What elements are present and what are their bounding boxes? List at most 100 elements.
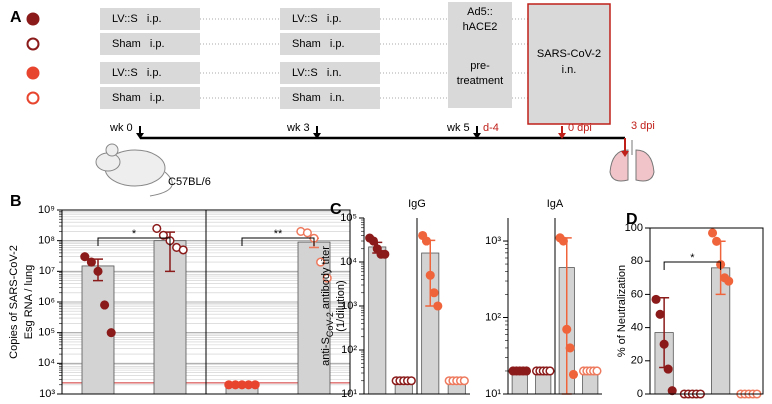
timeline-label: 0 dpi	[568, 122, 592, 134]
timeline-label: 3 dpi	[631, 120, 655, 132]
data-point	[406, 376, 416, 386]
data-point	[655, 309, 665, 319]
pretreatment-label: pre-	[470, 60, 490, 72]
data-point	[380, 249, 390, 259]
data-point	[433, 301, 443, 311]
y-axis-label: % of Neutralization	[616, 265, 628, 357]
strain-label: C57BL/6	[168, 176, 211, 188]
bar	[297, 241, 331, 395]
y-tick-label: 10³	[341, 300, 357, 312]
y-tick-label: 10⁵	[340, 212, 357, 224]
y-tick-label: 10⁹	[38, 204, 55, 216]
group-symbol	[26, 91, 40, 105]
prime-box	[100, 33, 200, 55]
data-point	[712, 236, 722, 246]
significance-bracket	[97, 237, 171, 246]
panel-letter: A	[10, 9, 22, 26]
bar	[153, 240, 187, 395]
significance-bracket	[241, 237, 315, 246]
prime-label: LV::S i.p.	[112, 13, 162, 25]
prime-box	[100, 62, 200, 84]
challenge-label: i.n.	[562, 64, 577, 76]
y-tick-label: 10⁵	[38, 327, 55, 339]
data-point	[659, 339, 669, 349]
data-point	[459, 376, 469, 386]
significance-label: **	[274, 228, 283, 240]
prime-box	[100, 8, 200, 30]
y-tick-label: 20	[631, 355, 643, 367]
y-axis-label-part: CoV-2	[325, 312, 335, 337]
prime-label: LV::S i.p.	[112, 67, 162, 79]
pretreatment-label: treatment	[457, 75, 503, 87]
bar	[368, 246, 387, 395]
challenge-label: SARS-CoV-2	[537, 48, 601, 60]
data-point	[322, 273, 332, 283]
pretreatment-box	[448, 2, 512, 108]
boost-label: LV::S i.p.	[292, 13, 342, 25]
panel-letter: B	[10, 193, 22, 210]
y-tick-label: 10⁸	[38, 235, 55, 247]
y-axis-label: anti-SCoV-2 antibody titer	[320, 246, 335, 366]
group-symbol	[26, 12, 40, 26]
data-point	[592, 366, 602, 376]
arrow-head	[136, 133, 144, 139]
significance-label: *	[690, 252, 695, 264]
data-point	[562, 324, 572, 334]
data-point	[302, 228, 312, 238]
y-tick-label: 80	[631, 255, 643, 267]
challenge-box	[527, 3, 611, 125]
panel-letter: D	[626, 211, 638, 228]
chart-title: IgA	[547, 198, 564, 210]
data-point	[429, 288, 439, 298]
boost-label: Sham i.n.	[292, 92, 345, 104]
y-tick-label: 10⁴	[340, 256, 357, 268]
boost-box	[280, 33, 380, 55]
y-tick-label: 10²	[485, 311, 501, 323]
y-tick-label: 10²	[341, 344, 357, 356]
prime-label: Sham i.p.	[112, 92, 165, 104]
y-axis-label: Esg RNA / lung	[23, 265, 35, 340]
frame	[61, 209, 351, 395]
prime-label: Sham i.p.	[112, 38, 165, 50]
data-point	[425, 270, 435, 280]
y-tick-label: 40	[631, 322, 643, 334]
timeline-label: d-4	[483, 122, 499, 134]
y-tick-label: 100	[625, 222, 643, 234]
data-point	[250, 380, 260, 390]
data-point	[100, 300, 110, 310]
boost-box	[280, 8, 380, 30]
data-point	[545, 366, 555, 376]
group-symbol	[26, 37, 40, 51]
boost-label: Sham i.p.	[292, 38, 345, 50]
data-point	[565, 343, 575, 353]
data-point	[80, 252, 90, 262]
arrow-head	[558, 133, 566, 139]
data-point	[724, 276, 734, 286]
timeline-label: wk 5	[446, 122, 470, 134]
y-tick-label: 10³	[39, 388, 55, 400]
y-axis-label: (1/dilution)	[335, 280, 347, 331]
pretreatment-label: hACE2	[463, 21, 498, 33]
data-point	[316, 257, 326, 267]
frame	[649, 227, 764, 395]
boost-box	[280, 87, 380, 109]
data-point	[568, 369, 579, 380]
y-axis-label-part: anti-S	[320, 337, 332, 366]
y-tick-label: 10⁷	[39, 265, 55, 277]
significance-bracket	[663, 261, 722, 270]
pretreatment-label: Ad5::	[467, 6, 493, 18]
data-point	[667, 386, 677, 396]
data-point	[93, 266, 103, 276]
boost-label: LV::S i.n.	[292, 67, 342, 79]
data-point	[152, 223, 162, 234]
arrow-head	[621, 151, 629, 157]
y-tick-label: 0	[637, 388, 643, 400]
y-tick-label: 10¹	[485, 388, 501, 400]
data-point	[86, 257, 96, 267]
y-tick-label: 60	[631, 288, 643, 300]
data-point	[707, 228, 718, 238]
data-point	[158, 230, 168, 240]
timeline-label: wk 3	[286, 122, 310, 134]
y-axis-label-part: antibody titer	[320, 246, 332, 312]
